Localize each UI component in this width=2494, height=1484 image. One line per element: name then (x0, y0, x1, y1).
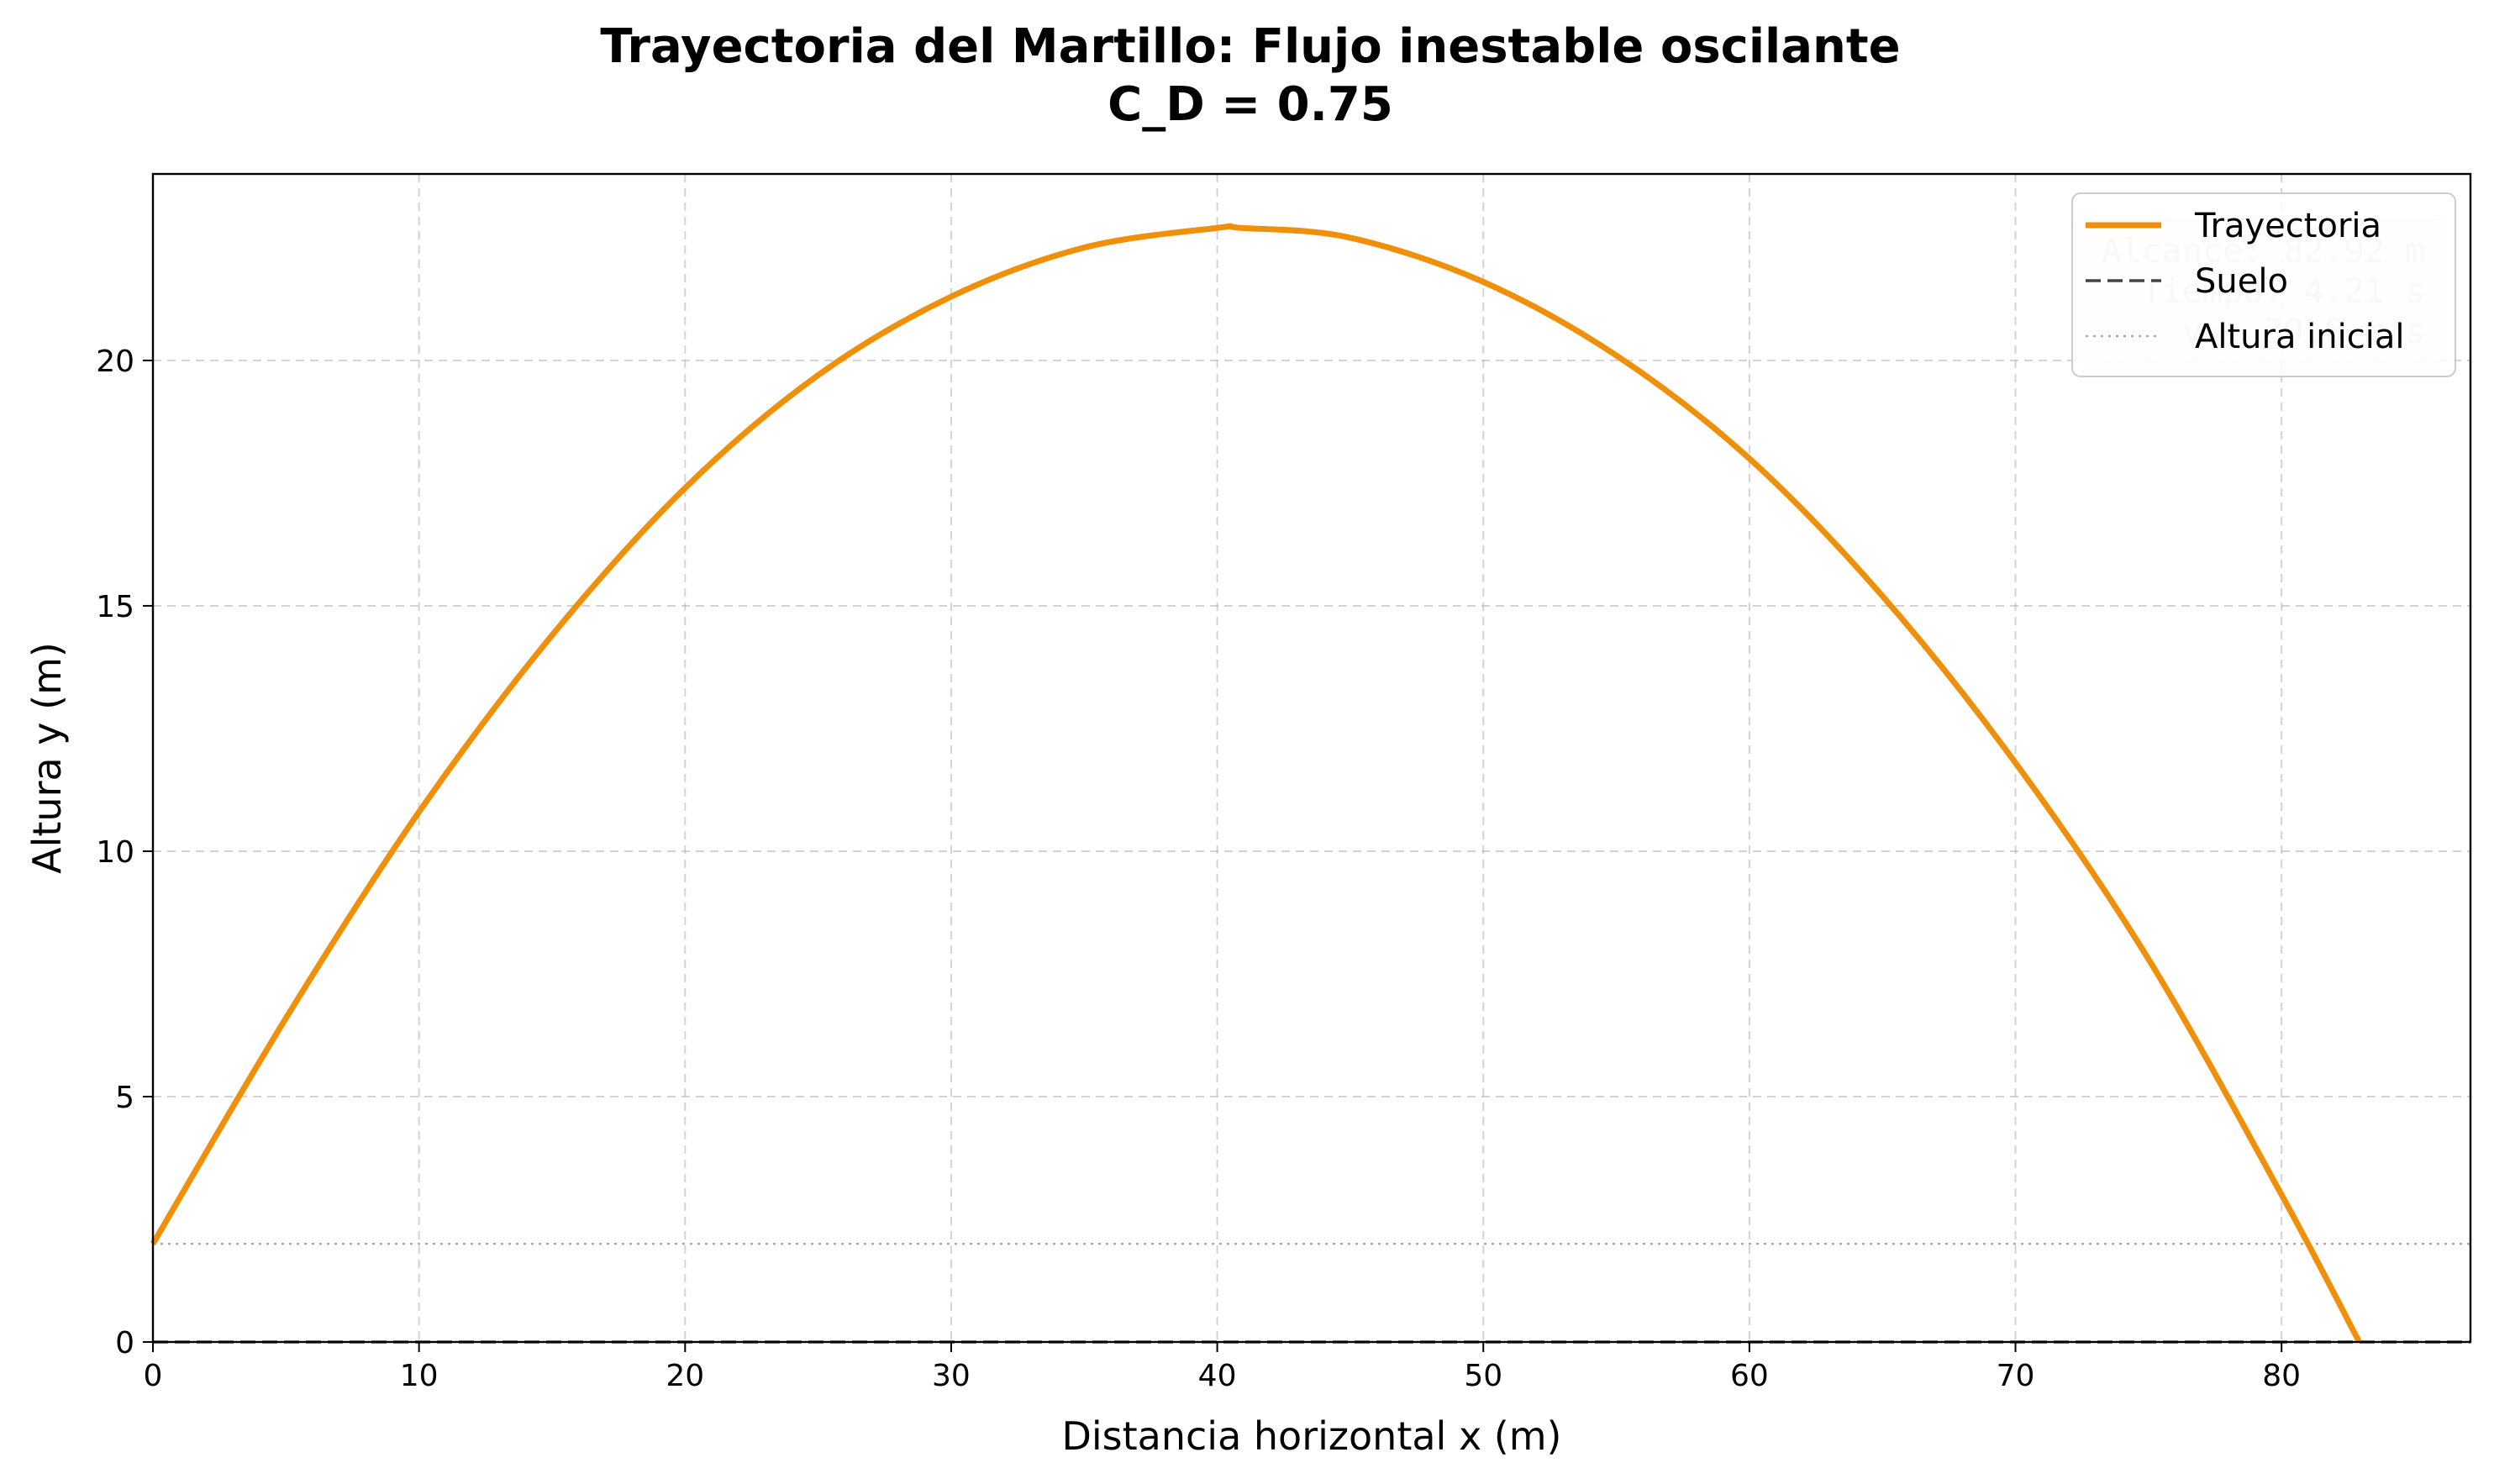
y-tick-label: 15 (96, 590, 134, 624)
x-tick-label: 50 (1464, 1359, 1502, 1393)
x-tick-label: 70 (1997, 1359, 2035, 1393)
y-tick-label: 10 (96, 835, 134, 870)
series-line-trayectoria (150, 223, 2362, 1344)
x-tick-label: 10 (400, 1359, 439, 1393)
legend-label: Suelo (2195, 262, 2288, 301)
ticks: 0 10 20 30 40 50 60 70 80 0 5 10 15 20 (96, 345, 2301, 1393)
y-tick-label: 5 (115, 1081, 134, 1115)
x-tick-label: 30 (932, 1359, 971, 1393)
y-tick-label: 20 (96, 345, 134, 379)
y-tick-label: 0 (115, 1326, 134, 1360)
x-tick-label: 80 (2262, 1359, 2301, 1393)
x-tick-label: 0 (144, 1359, 163, 1393)
legend-label: Altura inicial (2195, 318, 2405, 356)
x-tick-label: 40 (1198, 1359, 1237, 1393)
plot-frame (151, 172, 2472, 1344)
x-axis-label: Distancia horizontal x (m) (1061, 1413, 1561, 1459)
chart-title: Trayectoria del Martillo: Flujo inestabl… (600, 19, 1900, 74)
chart-subtitle: C_D = 0.75 (1108, 77, 1393, 132)
legend-frame (2071, 192, 2456, 377)
legend-label: Trayectoria (2194, 207, 2381, 245)
y-axis-label: Altura y (m) (24, 642, 70, 874)
x-tick-label: 60 (1730, 1359, 1769, 1393)
x-tick-label: 20 (666, 1359, 704, 1393)
legend: Trayectoria Suelo Altura inicial (2071, 192, 2456, 377)
